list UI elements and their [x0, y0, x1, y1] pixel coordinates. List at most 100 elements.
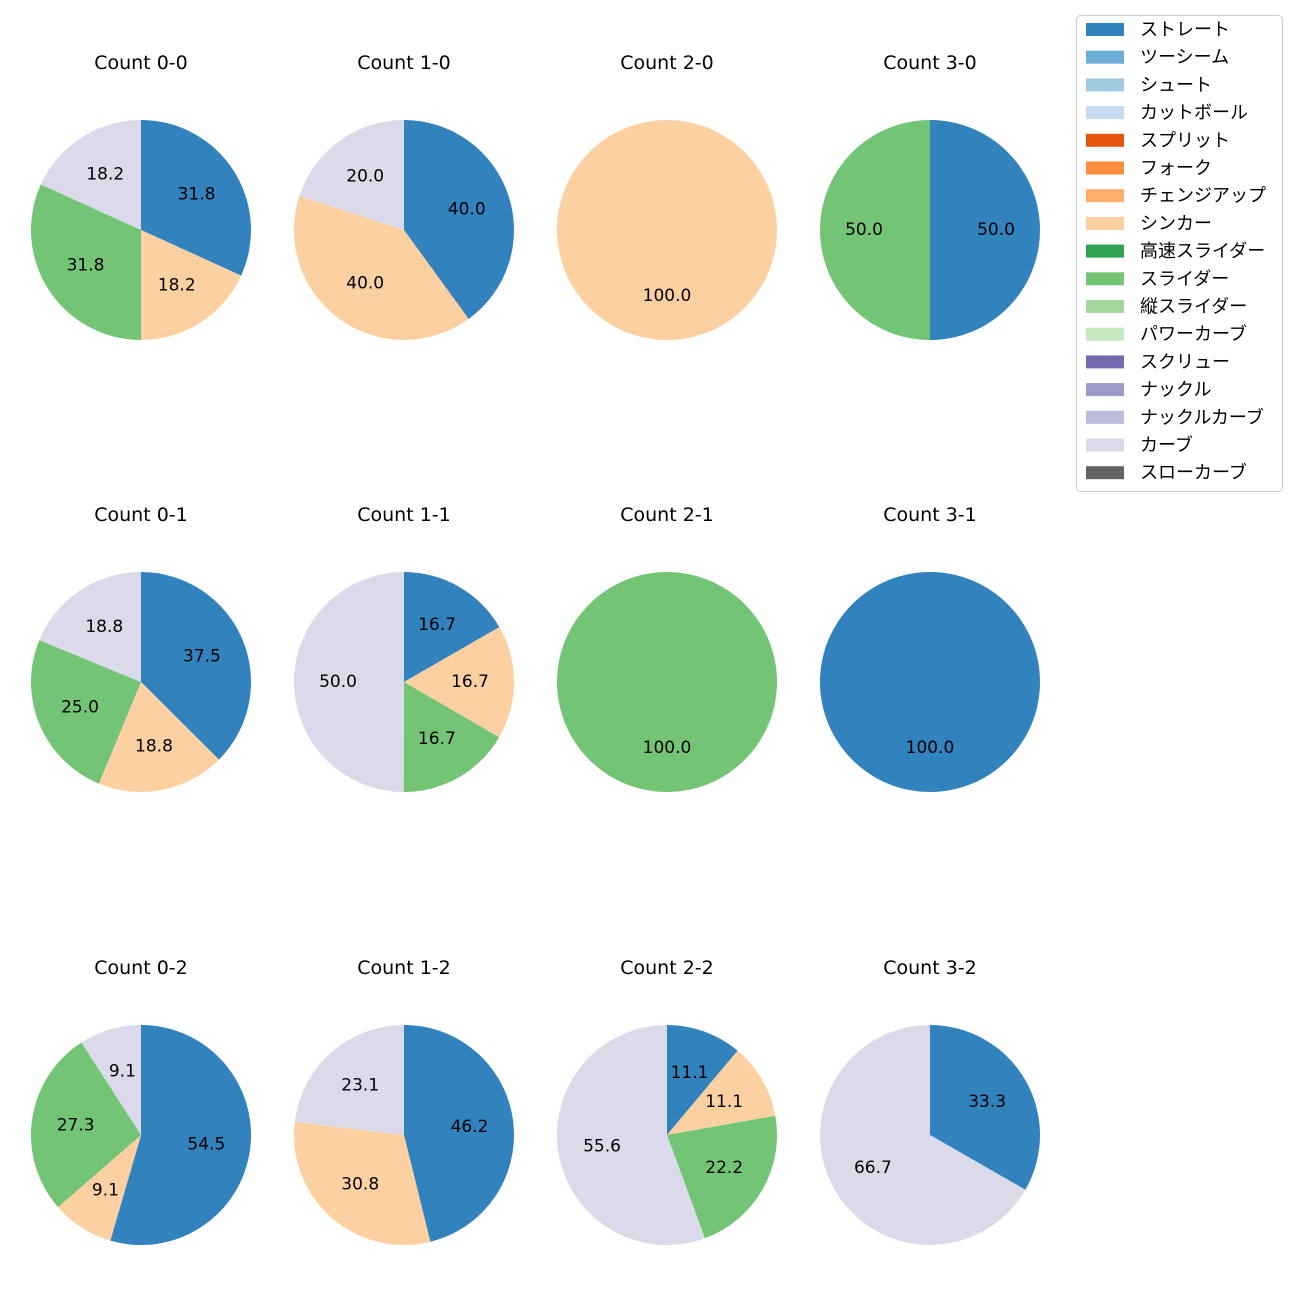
legend-item: シュート — [1086, 75, 1212, 96]
pie-title: Count 0-1 — [94, 504, 188, 526]
pie-2: Count 1-0 40.0 40.0 20.0 — [294, 52, 515, 341]
pie-1: Count 0-0 31.8 18.2 31.8 18.2 — [30, 52, 252, 340]
legend-label: シンカー — [1140, 213, 1212, 234]
legend-item: チェンジアップ — [1086, 186, 1266, 207]
legend-item: スローカーブ — [1086, 462, 1247, 484]
legend-swatch — [1086, 383, 1124, 397]
slice-label: 23.1 — [341, 1076, 379, 1096]
slice-label: 18.2 — [158, 276, 196, 296]
pie-slice — [98, 682, 219, 792]
pie-slice — [81, 1025, 141, 1135]
legend-swatch — [1086, 78, 1124, 92]
legend-items: ストレートツーシームシュートカットボールスプリットフォークチェンジアップシンカー… — [1086, 20, 1266, 484]
pie-slice — [141, 572, 251, 760]
legend-swatch — [1086, 161, 1124, 175]
slice-label: 40.0 — [346, 273, 384, 293]
slice-label: 27.3 — [57, 1116, 95, 1136]
pie-title: Count 1-1 — [357, 504, 451, 526]
legend-item: スクリュー — [1086, 352, 1230, 373]
pie-slice — [141, 120, 252, 276]
legend-label: 縦スライダー — [1140, 297, 1247, 318]
pie-slice — [667, 1115, 777, 1239]
pie-7: Count 2-1 100.0 — [557, 504, 777, 792]
slice-label: 50.0 — [845, 220, 883, 240]
slice-label: 16.7 — [418, 615, 456, 635]
legend-label: パワーカーブ — [1140, 323, 1247, 345]
legend-swatch — [1086, 272, 1124, 286]
legend-label: ナックル — [1140, 380, 1211, 401]
slice-label: 18.8 — [135, 737, 173, 757]
slice-label: 20.0 — [346, 167, 384, 187]
legend-item: スプリット — [1086, 130, 1230, 151]
pie-title: Count 2-2 — [620, 957, 714, 979]
pie-5: Count 0-1 37.5 18.8 25.0 18.8 — [31, 504, 251, 792]
pie-slice — [30, 1042, 141, 1208]
pie-slice — [294, 572, 404, 792]
slice-label: 66.7 — [854, 1158, 892, 1178]
legend-swatch — [1086, 23, 1124, 36]
legend-swatch — [1086, 244, 1124, 258]
legend-item: シンカー — [1086, 213, 1212, 234]
pie-title: Count 1-0 — [357, 52, 451, 74]
legend-item: ツーシーム — [1086, 47, 1229, 68]
pie-slice — [299, 120, 404, 230]
pie-8: Count 3-1 100.0 — [820, 504, 1040, 792]
slice-label: 100.0 — [643, 738, 692, 758]
legend-swatch — [1086, 438, 1124, 452]
slice-label: 37.5 — [183, 647, 221, 667]
pie-9: Count 0-2 54.5 9.1 27.3 9.1 — [30, 957, 252, 1245]
legend-item: ナックル — [1086, 380, 1211, 401]
pie-10: Count 1-2 46.2 30.8 23.1 — [293, 957, 514, 1246]
pie-slice — [31, 640, 141, 784]
pie-slice — [557, 120, 777, 340]
slice-label: 11.1 — [671, 1063, 709, 1083]
slice-label: 50.0 — [319, 672, 357, 692]
slice-label: 31.8 — [67, 256, 105, 276]
pie-slice — [820, 120, 930, 340]
legend-item: 高速スライダー — [1086, 241, 1265, 262]
pie-6: Count 1-1 16.7 16.7 16.7 50.0 — [294, 504, 514, 792]
legend-swatch — [1086, 216, 1124, 230]
legend-item: カットボール — [1086, 103, 1248, 124]
slice-label: 54.5 — [187, 1134, 225, 1154]
pie-slice — [58, 1135, 141, 1241]
legend-label: スローカーブ — [1140, 462, 1247, 484]
pie-title: Count 2-0 — [620, 52, 714, 74]
legend-swatch — [1086, 50, 1124, 64]
pie-slice — [39, 572, 141, 682]
slice-label: 40.0 — [448, 200, 486, 220]
pie-title: Count 2-1 — [620, 504, 714, 526]
pie-slice — [294, 1025, 404, 1135]
legend-label: シュート — [1140, 75, 1212, 96]
legend-swatch — [1086, 410, 1124, 424]
slice-label: 9.1 — [92, 1181, 119, 1201]
slice-label: 50.0 — [977, 220, 1015, 240]
pie-title: Count 3-2 — [883, 957, 977, 979]
legend: ストレートツーシームシュートカットボールスプリットフォークチェンジアップシンカー… — [1076, 15, 1283, 492]
slice-label: 16.7 — [451, 672, 489, 692]
pie-slice — [556, 1025, 705, 1245]
slice-label: 100.0 — [643, 286, 692, 306]
legend-label: ツーシーム — [1140, 47, 1229, 68]
pie-slice — [404, 572, 500, 682]
pie-title: Count 0-2 — [94, 957, 188, 979]
legend-label: フォーク — [1140, 158, 1212, 179]
slice-label: 18.8 — [85, 617, 123, 637]
legend-label: スライダー — [1140, 269, 1229, 290]
pie-slice — [141, 230, 242, 340]
legend-label: スプリット — [1140, 130, 1230, 151]
pie-3: Count 2-0 100.0 — [557, 52, 777, 340]
legend-swatch — [1086, 189, 1124, 203]
pie-slice — [30, 184, 141, 340]
pies-group: Count 0-0 31.8 18.2 31.8 18.2 Count 1-0 40.0 40… — [30, 52, 1040, 1246]
slice-label: 22.2 — [705, 1158, 743, 1178]
pie-title: Count 3-1 — [883, 504, 977, 526]
pie-4: Count 3-0 50.0 50.0 — [820, 52, 1040, 340]
pie-slice — [820, 1025, 1026, 1245]
pie-slice — [294, 196, 469, 341]
slice-label: 33.3 — [968, 1092, 1006, 1112]
slice-label: 18.2 — [86, 164, 124, 184]
legend-item: パワーカーブ — [1086, 323, 1247, 345]
pie-slice — [930, 1025, 1040, 1190]
legend-swatch — [1086, 327, 1124, 341]
